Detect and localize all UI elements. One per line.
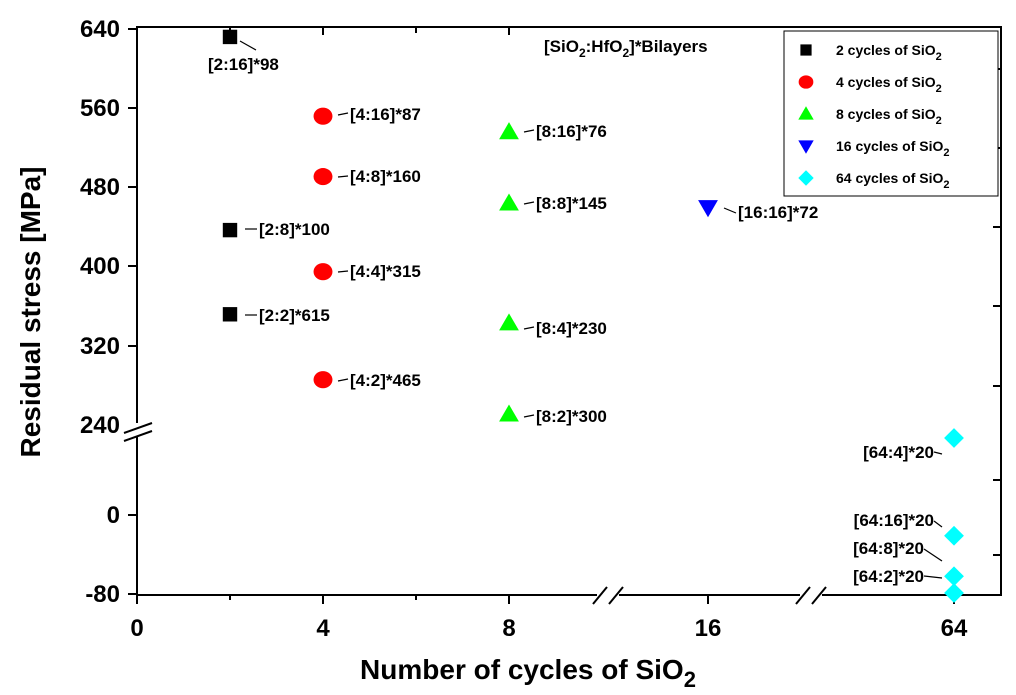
data-point [944,525,964,546]
data-point [499,313,519,331]
data-point [944,428,964,448]
label-leader-line [523,326,535,330]
legend-marker [798,140,814,154]
label-leader-line [523,414,535,418]
data-label: [2:2]*615 [259,306,330,325]
data-point [944,566,964,587]
data-point [313,168,333,186]
data-point [499,122,519,140]
legend-label: 64 cycles of SiO2 [836,170,950,191]
data-label: [8:2]*300 [536,407,607,426]
data-label: [8:16]*76 [536,122,607,141]
legend-label: 8 cycles of SiO2 [836,106,942,127]
y-tick-label: -80 [85,581,120,608]
plot-frame [136,26,1002,596]
data-label: [8:8]*145 [536,194,607,213]
label-leader-line [337,175,349,178]
y-tick-label: 480 [80,174,120,201]
data-label: [2:16]*98 [208,55,279,74]
data-label: [64:2]*20 [853,567,924,586]
data-point [313,263,333,281]
label-leader-line [239,40,257,51]
label-leader-line [923,575,943,579]
data-label: [8:4]*230 [536,319,607,338]
data-label: [64:4]*20 [863,443,934,462]
x-axis-break-1 [592,584,624,605]
legend-label: 2 cycles of SiO2 [836,42,942,63]
label-leader-line [923,548,943,562]
y-axis-break [120,422,153,442]
data-label: [16:16]*72 [738,203,818,222]
y-tick-label: 240 [80,412,120,439]
legend-label: 4 cycles of SiO2 [836,74,942,95]
data-point [499,404,519,422]
x-tick-label: 0 [130,615,143,642]
data-point [222,222,238,238]
x-tick-labels: 0 4 8 16 64 [130,615,968,642]
data-marks: [2:16]*98 [2:8]*100 [2:2]*615 [4:16]*87 [4:8… [208,29,964,603]
label-leader-line [337,112,349,116]
label-leader-line [523,201,535,205]
label-leader-line [523,129,535,133]
label-leader-line [723,207,737,214]
legend-marker [798,75,814,89]
x-axis-title: Number of cycles of SiO2 [360,654,696,692]
y-ticks [128,28,1001,595]
x-tick-label: 64 [941,615,968,642]
data-label: [2:8]*100 [259,220,330,239]
y-tick-label: 400 [80,253,120,280]
data-point [698,200,718,218]
data-point [499,193,519,211]
chart-title: [SiO2:HfO2]*Bilayers [544,37,708,60]
label-leader-line [933,451,943,455]
x-axis-break-2 [795,584,827,605]
y-tick-label: 320 [80,333,120,360]
legend-box [783,30,999,197]
label-leader-line [933,520,943,528]
data-point [222,307,238,322]
data-label: [4:8]*160 [350,167,421,186]
label-leader-line [337,378,349,382]
legend-label: 16 cycles of SiO2 [836,138,950,159]
data-point [944,583,964,603]
data-point [313,107,333,125]
data-point [222,29,238,45]
data-label: [64:8]*20 [853,539,924,558]
data-label: [4:2]*465 [350,371,421,390]
data-label: [4:16]*87 [350,105,421,124]
legend-marker [798,106,814,120]
y-axis-title: Residual stress [MPa] [15,167,46,458]
y-tick-label: 0 [107,502,120,529]
x-tick-label: 16 [695,615,722,642]
legend-marker [798,170,814,186]
x-tick-label: 4 [316,615,330,642]
x-tick-label: 8 [502,615,515,642]
y-tick-label: 560 [80,95,120,122]
label-leader-line [337,270,349,273]
data-label: [4:4]*315 [350,262,421,281]
legend: 2 cycles of SiO2 4 cycles of SiO2 8 cycles… [783,30,999,197]
data-label: [64:16]*20 [854,511,934,530]
y-tick-label: 640 [80,16,120,43]
data-point [313,371,333,389]
y-tick-labels: 640 560 480 400 320 240 0 -80 [80,16,120,608]
legend-marker [800,44,812,56]
